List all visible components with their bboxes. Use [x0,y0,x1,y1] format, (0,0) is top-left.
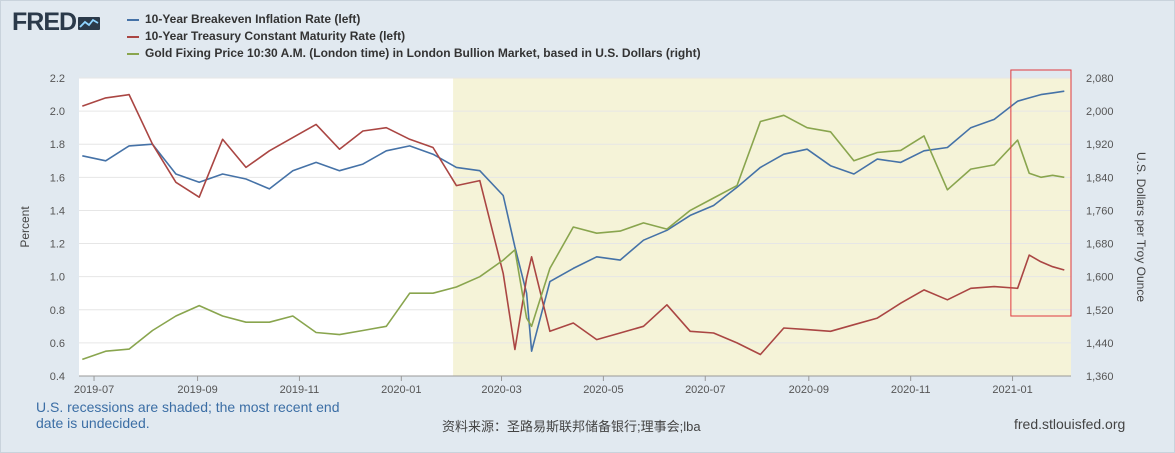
right-tick-label: 1,440 [1086,338,1114,350]
recession-shading [453,78,1072,376]
series-lines [82,90,1065,361]
left-tick-label: 1.6 [50,172,65,184]
left-tick-label: 0.8 [50,305,65,317]
chart-legend: 10-Year Breakeven Inflation Rate (left) … [127,11,701,62]
series-line-2 [82,114,1065,361]
left-axis-title: Percent [18,206,32,248]
left-tick-label: 0.4 [50,371,65,383]
x-tick-label: 2020-01 [381,384,421,396]
legend-swatch [127,52,139,55]
legend-entry-treasury[interactable]: 10-Year Treasury Constant Maturity Rate … [127,28,701,45]
left-tick-label: 1.2 [50,239,65,251]
left-tick-label: 1.4 [50,205,65,217]
right-tick-label: 1,840 [1086,172,1114,184]
recession-note: U.S. recessions are shaded; the most rec… [36,399,340,431]
fred-logo-text: FRED [12,8,77,36]
x-tick-label: 2019-07 [74,384,114,396]
legend-label: Gold Fixing Price 10:30 A.M. (London tim… [145,46,701,60]
x-axis-ticks: 2019-07 2019-09 2019-11 2020-01 2020-03 2020-… [74,375,1071,396]
series-line-1 [82,93,1065,356]
x-tick-label: 2019-11 [280,384,320,396]
x-tick-label: 2019-09 [177,384,217,396]
right-axis-title: U.S. Dollars per Troy Ounce [1134,152,1148,302]
x-tick-label: 2020-03 [481,384,521,396]
site-link[interactable]: fred.stlouisfed.org [1014,416,1126,432]
right-tick-label: 1,360 [1086,371,1114,383]
left-tick-label: 0.6 [50,338,65,350]
data-source: 资料来源：圣路易斯联邦储备银行;理事会;lba [442,419,701,434]
right-tick-label: 1,760 [1086,205,1114,217]
highlight-box [1010,69,1072,317]
right-tick-label: 1,680 [1086,239,1114,251]
x-tick-label: 2021-01 [992,384,1032,396]
left-tick-label: 2.0 [50,106,65,118]
right-tick-label: 2,080 [1086,73,1114,85]
trend-line-icon [78,16,101,30]
right-axis-ticks: 1,360 1,440 1,520 1,600 1,680 1,760 1,840 1,920… [1086,73,1114,383]
right-tick-label: 2,000 [1086,106,1114,118]
legend-entry-gold[interactable]: Gold Fixing Price 10:30 A.M. (London tim… [127,45,701,62]
x-tick-label: 2020-09 [789,384,829,396]
gridlines [79,77,1071,377]
legend-label: 10-Year Treasury Constant Maturity Rate … [145,29,406,43]
right-tick-label: 1,600 [1086,272,1114,284]
fred-logo: FRED [12,8,101,37]
legend-swatch [127,35,139,38]
x-tick-label: 2020-05 [583,384,623,396]
legend-swatch [127,18,139,21]
left-axis-ticks: 0.4 0.6 0.8 1.0 1.2 1.4 1.6 1.8 2.0 2.2 [50,73,65,383]
x-tick-label: 2020-07 [685,384,725,396]
left-tick-label: 2.2 [50,73,65,85]
x-tick-label: 2020-11 [891,384,931,396]
left-tick-label: 1.0 [50,272,65,284]
right-tick-label: 1,920 [1086,139,1114,151]
series-line-0 [82,90,1065,353]
legend-entry-breakeven[interactable]: 10-Year Breakeven Inflation Rate (left) [127,11,701,28]
right-tick-label: 1,520 [1086,305,1114,317]
left-tick-label: 1.8 [50,139,65,151]
legend-label: 10-Year Breakeven Inflation Rate (left) [145,12,361,26]
